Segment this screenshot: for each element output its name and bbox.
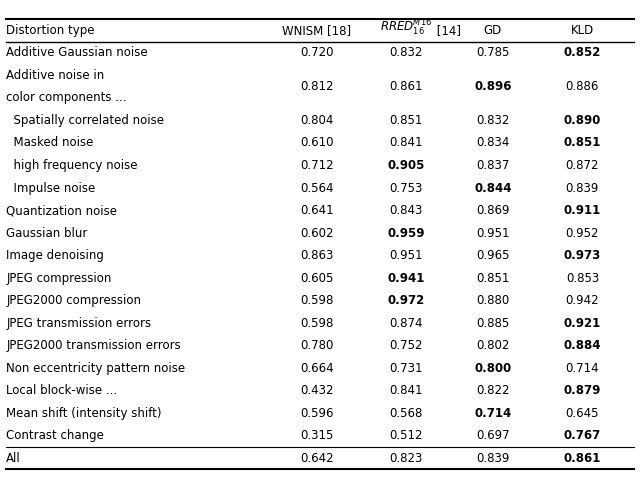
Text: 0.800: 0.800 [474,362,511,375]
Text: 0.432: 0.432 [300,384,333,397]
Text: 0.642: 0.642 [300,452,333,465]
Text: JPEG transmission errors: JPEG transmission errors [6,317,152,330]
Text: 0.837: 0.837 [476,159,509,172]
Text: 0.714: 0.714 [566,362,599,375]
Text: 0.780: 0.780 [300,339,333,352]
Text: 0.965: 0.965 [476,249,509,262]
Text: JPEG2000 transmission errors: JPEG2000 transmission errors [6,339,181,352]
Text: 0.839: 0.839 [476,452,509,465]
Text: 0.832: 0.832 [476,114,509,127]
Text: 0.973: 0.973 [564,249,601,262]
Text: 0.602: 0.602 [300,227,333,240]
Text: 0.804: 0.804 [300,114,333,127]
Text: 0.839: 0.839 [566,182,599,194]
Text: 0.822: 0.822 [476,384,509,397]
Text: 0.951: 0.951 [476,227,509,240]
Text: 0.841: 0.841 [390,384,423,397]
Text: 0.921: 0.921 [564,317,601,330]
Text: 0.896: 0.896 [474,80,511,93]
Text: 0.645: 0.645 [566,407,599,420]
Text: 0.605: 0.605 [300,272,333,285]
Text: 0.752: 0.752 [390,339,423,352]
Text: 0.851: 0.851 [476,272,509,285]
Text: 0.512: 0.512 [390,429,423,442]
Text: 0.884: 0.884 [564,339,601,352]
Text: Impulse noise: Impulse noise [6,182,95,194]
Text: 0.598: 0.598 [300,294,333,307]
Text: 0.880: 0.880 [476,294,509,307]
Text: 0.697: 0.697 [476,429,509,442]
Text: 0.952: 0.952 [566,227,599,240]
Text: 0.610: 0.610 [300,137,333,149]
Text: 0.959: 0.959 [388,227,425,240]
Text: JPEG compression: JPEG compression [6,272,112,285]
Text: 0.731: 0.731 [390,362,423,375]
Text: 0.886: 0.886 [566,80,599,93]
Text: 0.564: 0.564 [300,182,333,194]
Text: 0.598: 0.598 [300,317,333,330]
Text: 0.941: 0.941 [388,272,425,285]
Text: 0.885: 0.885 [476,317,509,330]
Text: 0.861: 0.861 [390,80,423,93]
Text: 0.844: 0.844 [474,182,511,194]
Text: 0.823: 0.823 [390,452,423,465]
Text: KLD: KLD [571,24,594,37]
Text: 0.869: 0.869 [476,204,509,217]
Text: Quantization noise: Quantization noise [6,204,117,217]
Text: 0.942: 0.942 [566,294,599,307]
Text: color components ...: color components ... [6,91,127,104]
Text: [14]: [14] [433,24,461,37]
Text: 0.802: 0.802 [476,339,509,352]
Text: $\mathit{RRED}$$_{16}^{\mathit{M16}}$: $\mathit{RRED}$$_{16}^{\mathit{M16}}$ [380,18,433,38]
Text: Additive Gaussian noise: Additive Gaussian noise [6,46,148,59]
Text: Contrast change: Contrast change [6,429,104,442]
Text: 0.905: 0.905 [388,159,425,172]
Text: Image denoising: Image denoising [6,249,104,262]
Text: 0.951: 0.951 [390,249,423,262]
Text: high frequency noise: high frequency noise [6,159,138,172]
Text: 0.720: 0.720 [300,46,333,59]
Text: 0.315: 0.315 [300,429,333,442]
Text: Masked noise: Masked noise [6,137,94,149]
Text: 0.712: 0.712 [300,159,333,172]
Text: 0.832: 0.832 [390,46,423,59]
Text: 0.890: 0.890 [564,114,601,127]
Text: Spatially correlated noise: Spatially correlated noise [6,114,164,127]
Text: Additive noise in: Additive noise in [6,69,105,82]
Text: 0.872: 0.872 [566,159,599,172]
Text: 0.911: 0.911 [564,204,601,217]
Text: 0.851: 0.851 [390,114,423,127]
Text: 0.874: 0.874 [390,317,423,330]
Text: Local block-wise ...: Local block-wise ... [6,384,118,397]
Text: 0.879: 0.879 [564,384,601,397]
Text: 0.664: 0.664 [300,362,333,375]
Text: 0.834: 0.834 [476,137,509,149]
Text: 0.861: 0.861 [564,452,601,465]
Text: 0.863: 0.863 [300,249,333,262]
Text: 0.641: 0.641 [300,204,333,217]
Text: 0.812: 0.812 [300,80,333,93]
Text: 0.785: 0.785 [476,46,509,59]
Text: GD: GD [484,24,502,37]
Text: 0.753: 0.753 [390,182,423,194]
Text: Non eccentricity pattern noise: Non eccentricity pattern noise [6,362,186,375]
Text: Gaussian blur: Gaussian blur [6,227,88,240]
Text: 0.851: 0.851 [564,137,601,149]
Text: All: All [6,452,21,465]
Text: 0.852: 0.852 [564,46,601,59]
Text: Mean shift (intensity shift): Mean shift (intensity shift) [6,407,162,420]
Text: 0.843: 0.843 [390,204,423,217]
Text: 0.972: 0.972 [388,294,425,307]
Text: 0.853: 0.853 [566,272,599,285]
Text: JPEG2000 compression: JPEG2000 compression [6,294,141,307]
Text: 0.767: 0.767 [564,429,601,442]
Text: 0.568: 0.568 [390,407,423,420]
Text: WNISM [18]: WNISM [18] [282,24,351,37]
Text: 0.596: 0.596 [300,407,333,420]
Text: Distortion type: Distortion type [6,24,95,37]
Text: 0.841: 0.841 [390,137,423,149]
Text: 0.714: 0.714 [474,407,511,420]
